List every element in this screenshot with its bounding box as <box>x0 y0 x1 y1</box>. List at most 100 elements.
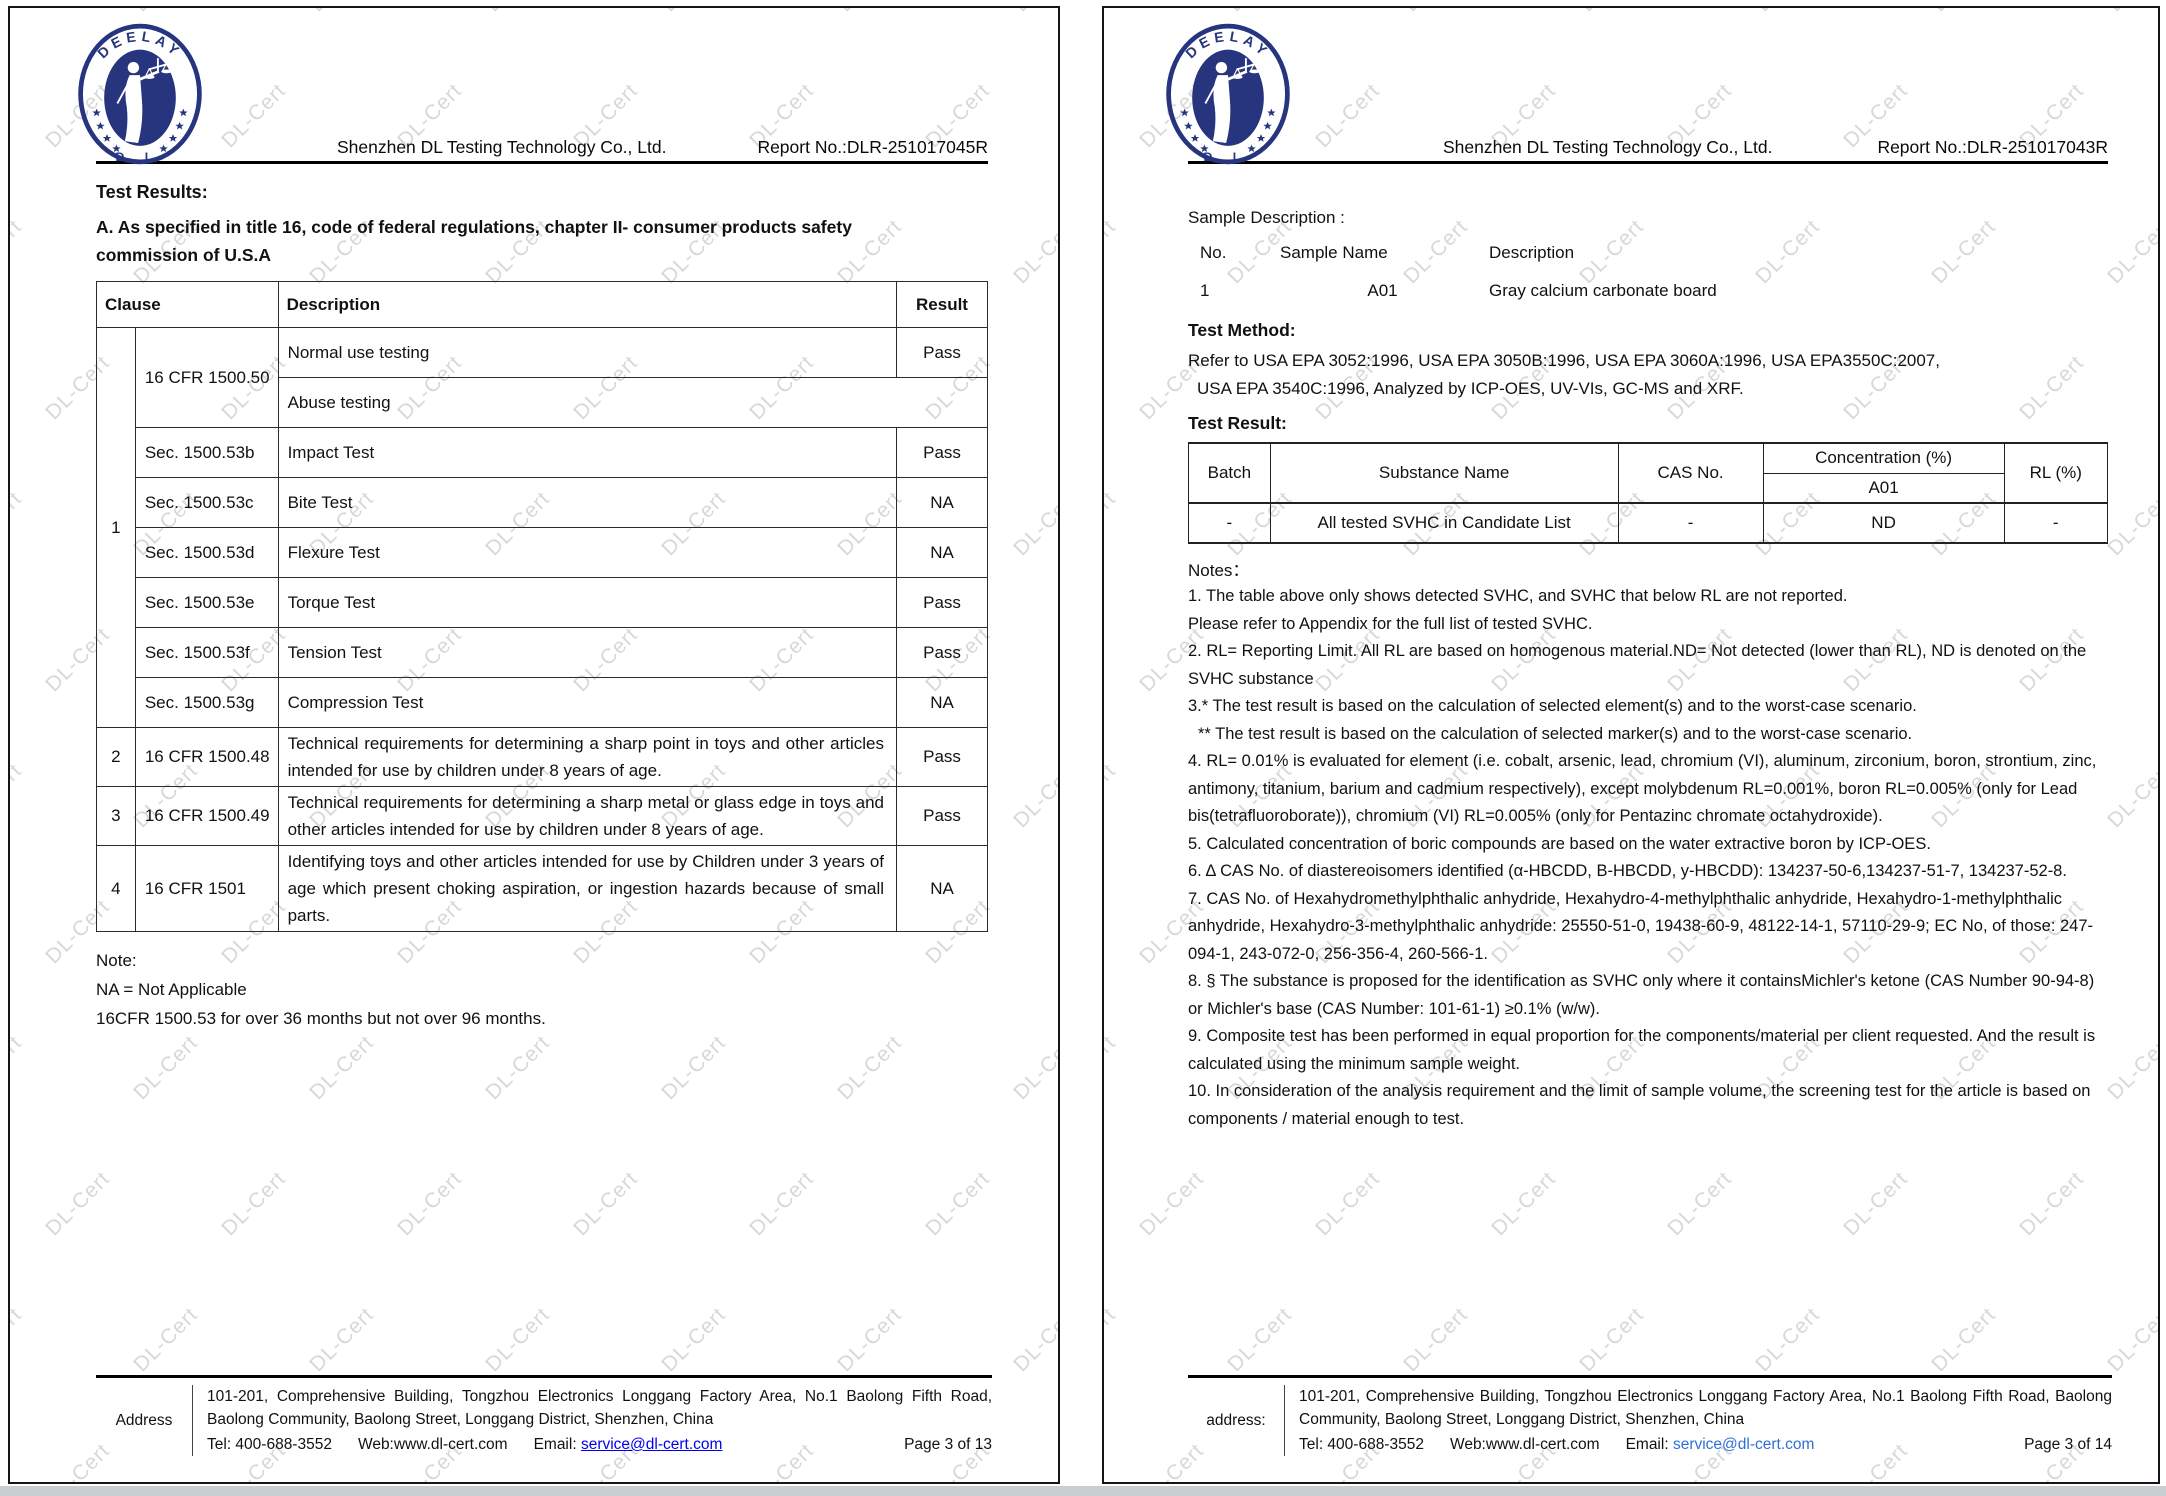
scan-edge-strip <box>0 1486 2166 1496</box>
sample-description-title: Sample Description : <box>1188 208 1345 227</box>
notes-block: 1. The table above only shows detected S… <box>1188 583 2108 1133</box>
note-paragraph: 1. The table above only shows detected S… <box>1188 587 1848 605</box>
table-row: Sec. 1500.53g Compression Test NA <box>97 677 988 728</box>
col-header-description: Description <box>277 281 898 328</box>
logo-bottom-text: D L <box>116 150 161 164</box>
footer-email-link[interactable]: service@dl-cert.com <box>1672 1436 1815 1453</box>
clause-cell: 2 <box>96 727 136 787</box>
result-cell: NA <box>896 527 988 578</box>
note-paragraph: 9. Composite test has been performed in … <box>1188 1027 2096 1073</box>
note-title: Note: <box>96 951 137 970</box>
description-cell: Technical requirements for determining a… <box>277 727 898 787</box>
dl-logo: DEELAY D L <box>74 22 206 166</box>
note-paragraph: 5. Calculated concentration of boric com… <box>1188 834 1931 853</box>
notes-title: Notes： <box>1188 561 1250 580</box>
description-cell: Torque Test <box>277 577 898 628</box>
code-cell: 16 CFR 1500.49 <box>134 786 279 846</box>
company-name: Shenzhen DL Testing Technology Co., Ltd. <box>1442 137 1773 157</box>
description-cell: Compression Test <box>277 677 898 728</box>
code-cell: 16 CFR 1500.50 <box>134 327 279 428</box>
description-cell: Tension Test <box>277 627 898 678</box>
table-row: Sec. 1500.53c Bite Test NA <box>97 477 988 528</box>
col-header-concentration: Concentration (%) <box>1762 442 2005 474</box>
description-cell: Flexure Test <box>277 527 898 578</box>
note-paragraph: 3.* The test result is based on the calc… <box>1188 697 1917 715</box>
col-header-rl: RL (%) <box>2003 442 2109 504</box>
sample-col-no: No. <box>1200 243 1227 262</box>
code-cell: Sec. 1500.53e <box>134 577 279 628</box>
footer-email-label: Email: <box>533 1436 577 1453</box>
page-number: Page 3 of 13 <box>904 1436 992 1453</box>
sample-col-description: Description <box>1489 243 1575 262</box>
page-footer: Address 101-201, Comprehensive Building,… <box>96 1375 992 1456</box>
col-header-batch: Batch <box>1188 442 1271 504</box>
rl-cell: - <box>2003 502 2109 544</box>
note-paragraph: 8. § The substance is proposed for the i… <box>1188 972 2095 1018</box>
footer-text: 101-201, Comprehensive Building, Tongzho… <box>192 1385 992 1456</box>
logo-bottom-text: D L <box>1204 150 1249 164</box>
svhc-subheader-row: A01 <box>1189 472 2108 504</box>
code-cell: Sec. 1500.53g <box>134 677 279 728</box>
table-row: Sec. 1500.53e Torque Test Pass <box>97 577 988 628</box>
footer-email-label: Email: <box>1625 1436 1669 1453</box>
test-method-text: Refer to USA EPA 3052:1996, USA EPA 3050… <box>1188 347 2108 403</box>
result-cell: Pass <box>896 786 988 846</box>
section-heading-line1: A. As specified in title 16, code of fed… <box>96 217 852 237</box>
footer-web: Web:www.dl-cert.com <box>1449 1436 1600 1453</box>
report-number: Report No.:DLR-251017045R <box>757 137 988 157</box>
page-title: Test Results: <box>96 182 208 202</box>
svhc-header-row: Batch Substance Name CAS No. Concentrati… <box>1188 442 2109 504</box>
section-heading-line2: commission of U.S.A <box>96 245 272 265</box>
footer-address: 101-201, Comprehensive Building, Tongzho… <box>207 1388 992 1428</box>
table-row: 3 16 CFR 1500.49 Technical requirements … <box>96 786 988 846</box>
footer-email-link[interactable]: service@dl-cert.com <box>580 1436 723 1453</box>
page-left-content: DEELAY D L <box>10 8 1058 1482</box>
result-cell: NA <box>896 477 988 528</box>
batch-cell: - <box>1188 502 1271 544</box>
note-paragraph: 4. RL= 0.01% is evaluated for element (i… <box>1188 752 2097 825</box>
report-number: Report No.:DLR-251017043R <box>1877 137 2108 157</box>
code-cell: 16 CFR 1501 <box>134 845 279 932</box>
page-header: DEELAY D L <box>78 8 988 165</box>
result-cell: NA <box>896 845 988 932</box>
code-cell: Sec. 1500.53b <box>134 427 279 478</box>
page-footer: address: 101-201, Comprehensive Building… <box>1188 1375 2112 1456</box>
footer-contact-line: Tel: 400-688-3552 Web:www.dl-cert.com Emai… <box>207 1433 992 1456</box>
header-row: Shenzhen DL Testing Technology Co., Ltd.… <box>1188 137 2108 161</box>
table-row: Sec. 1500.53d Flexure Test NA <box>97 527 988 578</box>
sample-col-name: Sample Name <box>1280 243 1388 262</box>
table-row: 1 16 CFR 1500.50 Normal use testing Pass <box>96 327 988 728</box>
page-number: Page 3 of 14 <box>2024 1436 2112 1453</box>
description-cell: Abuse testing <box>277 377 897 428</box>
sample-description-table: No. Sample Name Description 1 A01 Gray c… <box>1188 234 1748 310</box>
company-name: Shenzhen DL Testing Technology Co., Ltd. <box>336 137 667 157</box>
cpsc-results-table: Clause Description Result 1 16 CFR 1500.… <box>96 281 988 932</box>
footer-address-label: Address <box>115 1411 173 1429</box>
code-cell: 16 CFR 1500.48 <box>134 727 279 787</box>
code-cell: Sec. 1500.53d <box>134 527 279 578</box>
page-header: DEELAY D L <box>1166 8 2108 165</box>
note-paragraph: 2. RL= Reporting Limit. All RL are based… <box>1188 642 2087 688</box>
footer-tel: Tel: 400-688-3552 <box>1299 1436 1424 1453</box>
note-paragraph: Please refer to Appendix for the full li… <box>1188 614 1593 633</box>
clause-cell: 3 <box>96 786 136 846</box>
result-cell: Pass <box>896 727 988 787</box>
report-page-left: DL-Cert DL-Cert DL-Cert DL-Cert DL-Cert DL-Ce… <box>8 6 1060 1484</box>
result-cell: Pass <box>896 627 988 678</box>
substance-cell: All tested SVHC in Candidate List <box>1269 502 1619 544</box>
note-line: 16CFR 1500.53 for over 36 months but not… <box>96 1009 546 1028</box>
note-paragraph: 6. Δ CAS No. of diastereoisomers identif… <box>1188 862 2067 880</box>
footer-tel: Tel: 400-688-3552 <box>207 1436 332 1453</box>
note-paragraph: 10. In consideration of the analysis req… <box>1188 1082 2091 1128</box>
col-header-clause: Clause <box>96 281 279 328</box>
footer-address: 101-201, Comprehensive Building, Tongzho… <box>1299 1388 2112 1428</box>
sample-data-row: 1 A01 Gray calcium carbonate board <box>1188 272 1748 310</box>
footer-text: 101-201, Comprehensive Building, Tongzho… <box>1284 1385 2112 1456</box>
description-cell: Technical requirements for determining a… <box>277 786 898 846</box>
result-cell: Pass <box>896 427 988 478</box>
col-header-cas: CAS No. <box>1617 442 1764 504</box>
table-row: 4 16 CFR 1501 Identifying toys and other… <box>96 845 988 932</box>
section-heading: A. As specified in title 16, code of fed… <box>96 213 988 269</box>
header-row: Shenzhen DL Testing Technology Co., Ltd.… <box>96 137 988 161</box>
